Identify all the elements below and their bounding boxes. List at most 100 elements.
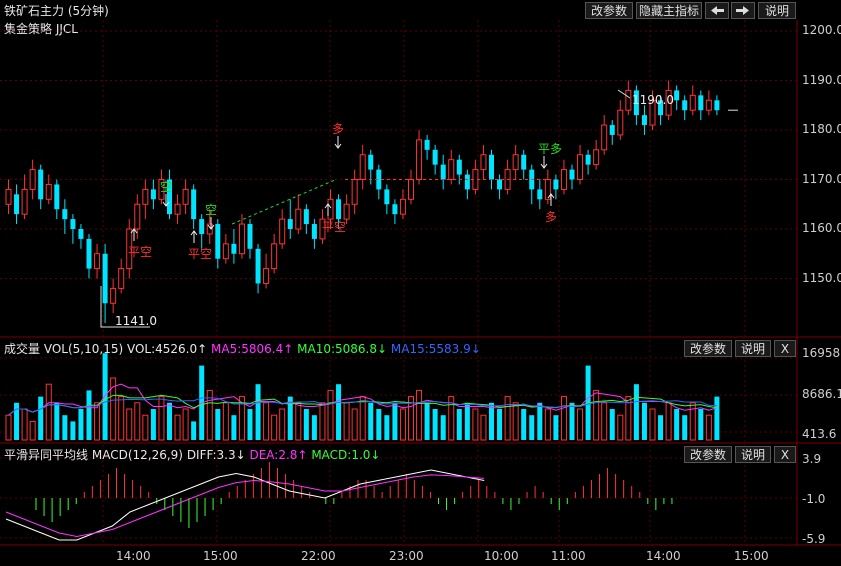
arrow-right-icon[interactable] [731,2,755,19]
main-y-tick: 1160.0 [802,221,841,235]
candle-body [649,99,656,126]
volume-bar [521,409,527,440]
volume-bar [14,402,20,440]
candle-body [255,248,261,284]
macd-y-tick: -5.9 [802,532,826,546]
time-tick: 15:00 [203,549,238,563]
volume-bar [255,384,261,440]
candle-body [399,198,406,215]
volume-bar [215,409,221,440]
candle-body [432,149,438,165]
volume-bar [658,415,664,440]
candle-body [158,179,165,200]
volume-bar [504,396,511,441]
volume-bar [674,409,680,440]
volume-bar [29,420,36,441]
volume-bar [368,402,374,440]
candle-body [62,209,68,220]
volume-bar [303,409,309,440]
volume-bar [682,415,688,440]
volume-bar [45,383,52,441]
candle-body [319,218,326,240]
candle-body [480,154,487,171]
volume-ma10-line [8,394,717,416]
macd-help-button[interactable]: 说明 [735,446,771,463]
main-y-tick: 1150.0 [802,270,841,285]
volume-bar [118,396,125,441]
candle-body [102,253,108,304]
volume-bar [263,402,270,441]
volume-bar [569,402,575,440]
candle-body [279,218,286,245]
high-marker [617,89,631,99]
macd-diff-line [5,469,485,541]
macd-params: MACD(12,26,9) [91,448,183,462]
volume-bar [424,402,430,440]
volume-bar [665,402,672,441]
volume-bar [38,396,44,440]
candle-body [118,268,125,289]
strategy-label: 集金策略 JJCL [4,22,78,36]
volume-bar [601,402,608,441]
macd-close-button[interactable]: X [774,446,796,463]
macd-params-button[interactable]: 改参数 [684,446,732,463]
macd-y-tick: -1.0 [802,492,826,506]
candle-body [54,184,60,210]
candle-body [456,159,462,175]
volume-name: 成交量 [4,342,41,356]
low-price-label: 1141.0 [115,314,157,328]
signal-label: 平空 [128,245,153,259]
candle-body [609,125,615,135]
volume-bar [577,408,584,441]
volume-help-button[interactable]: 说明 [735,340,771,357]
time-tick: 14:00 [116,549,151,563]
candle-body [617,109,624,136]
candle-body [416,139,423,180]
volume-bar [238,396,245,441]
volume-bar [54,402,60,440]
candle-body [560,169,567,190]
candle-body [569,169,575,180]
candle-body [489,154,494,180]
time-tick: 23:00 [389,549,424,563]
candle-body [521,154,527,170]
candle-body [601,124,608,151]
volume-bar [689,402,696,441]
help-button[interactable]: 说明 [758,2,796,19]
hide-main-indicator-button[interactable]: 隐藏主指标 [636,2,702,19]
candle-body [689,94,696,111]
volume-bar [271,414,278,441]
volume-ma15-line [8,397,717,416]
volume-bar [544,408,551,441]
candle-body [343,203,350,220]
volume-bar [464,402,470,440]
high-price-label: 1190.0 [632,93,674,107]
macd-diff: DIFF:3.3↓ [186,448,246,462]
volume-bar [295,402,302,441]
arrow-up-icon [547,193,555,206]
signal-label: 空 [205,203,218,217]
macd-name: 平滑异同平均线 [4,448,89,462]
time-tick: 11:00 [551,549,586,563]
time-tick: 14:00 [646,549,681,563]
signal-label: 平多 [538,142,563,156]
arrow-down-icon [334,136,342,149]
candle-body [222,243,229,260]
candle-body [674,90,680,101]
volume-bar [126,408,133,441]
params-button[interactable]: 改参数 [585,2,633,19]
arrow-left-icon[interactable] [705,2,729,19]
volume-params-button[interactable]: 改参数 [684,340,732,357]
candle-body [641,115,647,126]
candle-body [577,154,584,180]
volume-bar [359,396,366,441]
candle-body [497,179,503,190]
volume-close-button[interactable]: X [774,340,796,357]
volume-bar [705,414,712,441]
candle-body [150,189,156,200]
arrow-down-icon [162,194,170,207]
volume-bar [512,402,519,441]
volume-bar [78,409,84,440]
volume-bar [649,408,656,441]
